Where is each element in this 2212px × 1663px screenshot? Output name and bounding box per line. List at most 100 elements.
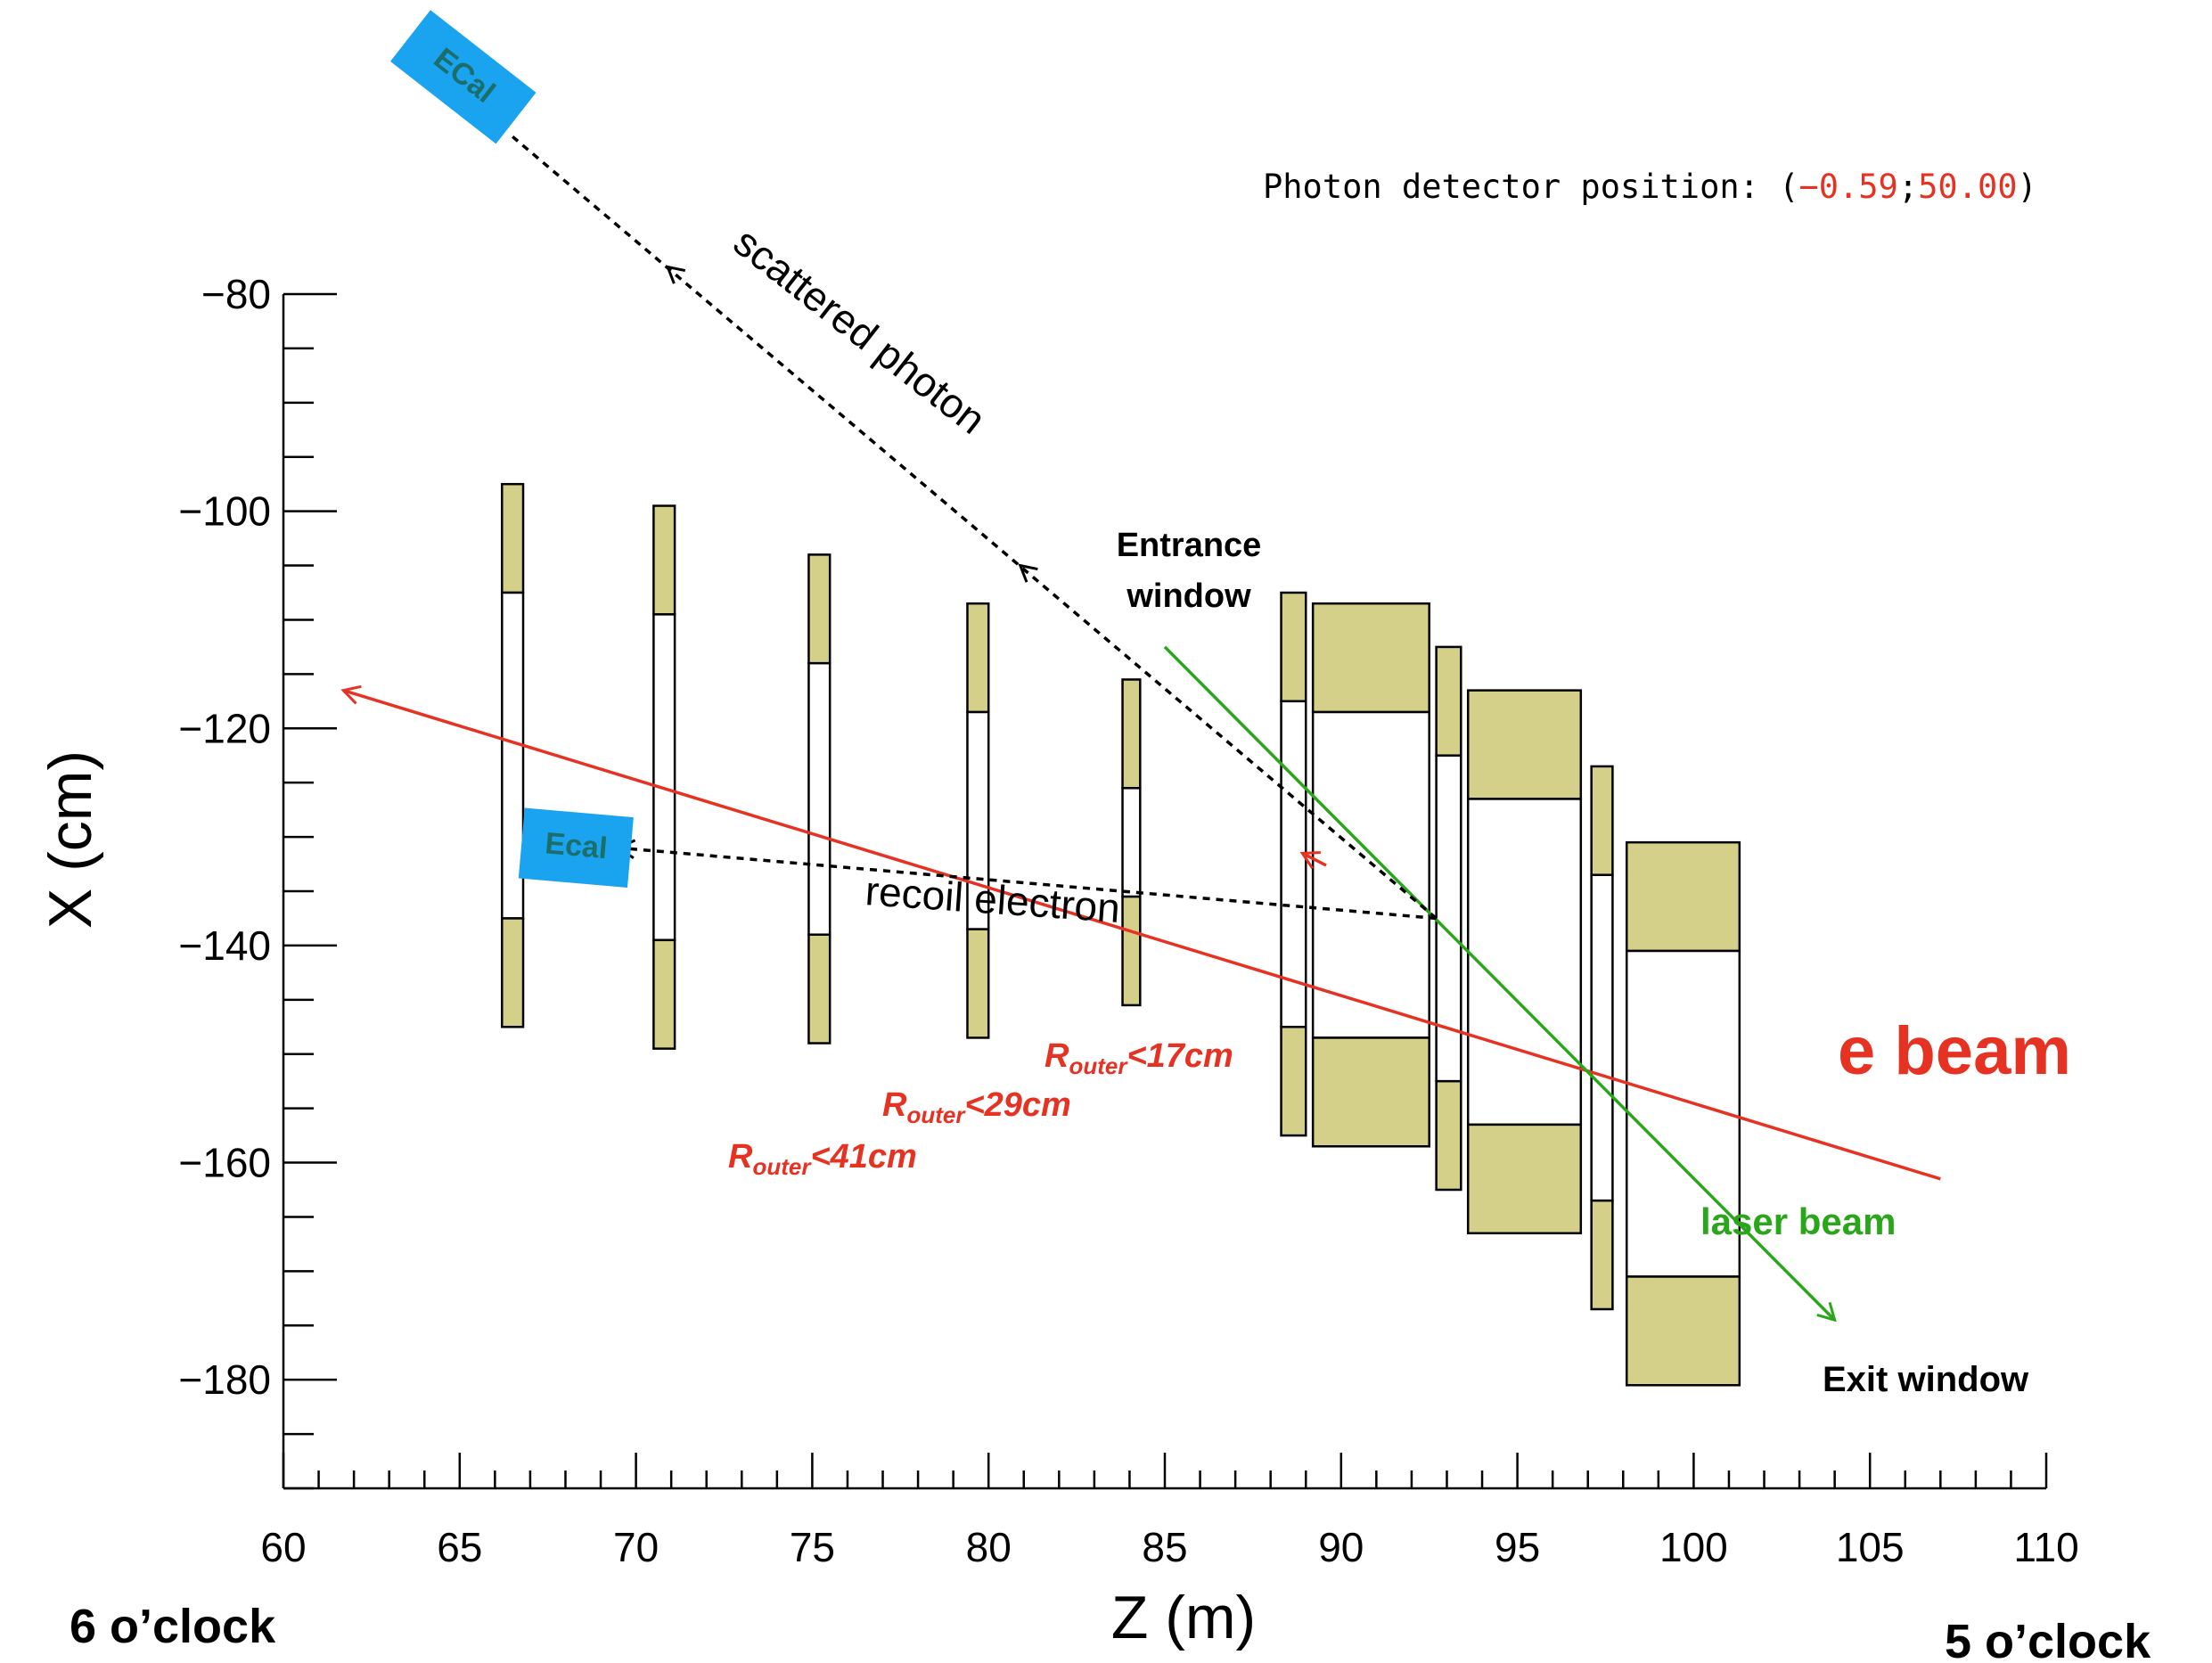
magnet-upper-yoke: [1280, 591, 1307, 703]
magnet-lower-yoke: [1435, 1079, 1462, 1192]
router-41-sub: outer: [752, 1153, 812, 1180]
photon-detector-position-readout: Photon detector position: (−0.59;50.00): [1263, 168, 2037, 206]
y-axis-ticks: [283, 292, 337, 1490]
laser-beam-line: [1163, 645, 1837, 1323]
y-tick-label: −180: [178, 1356, 271, 1403]
x-tick-label: 105: [1836, 1524, 1905, 1570]
recoil-electron-track: [615, 839, 1437, 921]
y-tick-label: −100: [178, 488, 271, 535]
scattered-photon-label: scattered photon: [725, 218, 995, 443]
magnet: [501, 482, 525, 1028]
photon-arrowhead: [1018, 563, 1038, 583]
x-axis-ticks: [282, 1453, 2048, 1488]
y-tick-label: −120: [178, 705, 271, 751]
readout-x-value: −0.59: [1798, 168, 1897, 206]
magnet-lower-yoke: [1590, 1199, 1614, 1311]
x-tick-label: 60: [260, 1524, 306, 1570]
magnet-upper-yoke: [1435, 645, 1462, 757]
router-29-label: Router<29cm: [882, 1086, 1071, 1128]
magnet-gap: [1590, 873, 1614, 1202]
magnet-lower-yoke: [1311, 1036, 1430, 1148]
ecal-photon-detector: ECal: [390, 10, 537, 144]
magnet-gap: [1625, 949, 1741, 1278]
ecal-electron-box: [518, 807, 634, 889]
magnet: [1435, 645, 1462, 1192]
magnet-lower-yoke: [966, 928, 990, 1039]
magnet-upper-yoke: [501, 482, 525, 594]
magnet: [1590, 765, 1614, 1311]
entrance-window-label-line1: Entrance: [1117, 527, 1262, 564]
y-tick-label: −140: [178, 922, 271, 969]
x-axis-title: Z (m): [1111, 1584, 1256, 1651]
magnet-lower-yoke: [1121, 895, 1142, 1007]
magnet: [966, 602, 990, 1039]
readout-y-value: 50.00: [1918, 168, 2017, 206]
magnet-lower-yoke: [1280, 1026, 1307, 1137]
magnet-lower-yoke: [652, 938, 676, 1050]
magnet-upper-yoke: [1466, 689, 1583, 800]
e-beam-line: [340, 684, 1941, 1181]
exit-window-label: Exit window: [1823, 1360, 2029, 1399]
x-tick-label: 90: [1318, 1524, 1364, 1570]
router-41-main: R: [728, 1138, 753, 1176]
readout-suffix: ): [2018, 168, 2037, 206]
router-41-rest: <41cm: [810, 1138, 916, 1176]
six-oclock-label: 6 o’clock: [70, 1600, 276, 1653]
plot-axes: 60 65 70 75 80 85 90 95 100 105 110 −80 −100 −120 −14…: [178, 271, 2078, 1570]
e-beam-label: e beam: [1838, 1013, 2071, 1089]
x-tick-label: 80: [966, 1524, 1012, 1570]
y-tick-label: −160: [178, 1140, 271, 1186]
magnet-upper-yoke: [1311, 602, 1430, 714]
readout-prefix: Photon detector position: (: [1263, 168, 1798, 206]
magnet-gap: [652, 613, 676, 942]
magnet: [1625, 840, 1741, 1387]
y-tick-label: −80: [201, 271, 271, 317]
x-tick-label: 75: [790, 1524, 835, 1570]
magnet: [652, 504, 676, 1050]
laser-beam-label: laser beam: [1700, 1200, 1896, 1242]
photon-arrowhead: [665, 265, 686, 284]
magnet-gap: [1466, 798, 1583, 1126]
ecal-electron-label: Ecal: [544, 826, 609, 865]
recoil-electron-label: recoil electron: [864, 867, 1121, 931]
magnet-upper-yoke: [966, 602, 990, 714]
ecal-photon-box: [390, 10, 537, 144]
magnet-upper-yoke: [1590, 765, 1614, 876]
y-axis-title: X (cm): [37, 750, 104, 929]
magnet-lower-yoke: [807, 933, 832, 1044]
router-29-main: R: [882, 1086, 907, 1124]
magnet: [807, 553, 832, 1044]
five-oclock-label: 5 o’clock: [1945, 1615, 2151, 1663]
readout-separator: ;: [1898, 168, 1918, 206]
magnet: [1280, 591, 1307, 1137]
magnet-upper-yoke: [807, 553, 832, 665]
x-axis-tick-labels: 60 65 70 75 80 85 90 95 100 105 110: [260, 1524, 2078, 1570]
x-tick-label: 95: [1495, 1524, 1540, 1570]
router-17-rest: <17cm: [1126, 1037, 1233, 1075]
x-tick-label: 110: [2013, 1524, 2078, 1570]
router-17-sub: outer: [1069, 1053, 1128, 1079]
magnet: [1466, 689, 1583, 1234]
magnet-lower-yoke: [1625, 1275, 1741, 1387]
magnet-upper-yoke: [652, 504, 676, 616]
router-29-rest: <29cm: [964, 1086, 1070, 1124]
magnet-gap: [1121, 787, 1142, 898]
magnets: [501, 482, 1741, 1387]
magnet: [1311, 602, 1430, 1148]
router-29-sub: outer: [906, 1102, 966, 1128]
magnet-gap: [1311, 710, 1430, 1039]
router-17-main: R: [1045, 1037, 1069, 1075]
magnet-lower-yoke: [1466, 1123, 1583, 1234]
x-tick-label: 85: [1142, 1524, 1187, 1570]
x-tick-label: 70: [613, 1524, 659, 1570]
magnet: [1121, 678, 1142, 1007]
x-tick-label: 100: [1659, 1524, 1728, 1570]
ecal-electron-detector: Ecal: [518, 807, 634, 889]
x-tick-label: 65: [437, 1524, 482, 1570]
magnet-upper-yoke: [1121, 678, 1142, 790]
magnet-gap: [807, 661, 832, 936]
router-41-label: Router<41cm: [728, 1138, 917, 1180]
router-17-label: Router<17cm: [1045, 1037, 1233, 1079]
magnet-lower-yoke: [501, 917, 525, 1028]
